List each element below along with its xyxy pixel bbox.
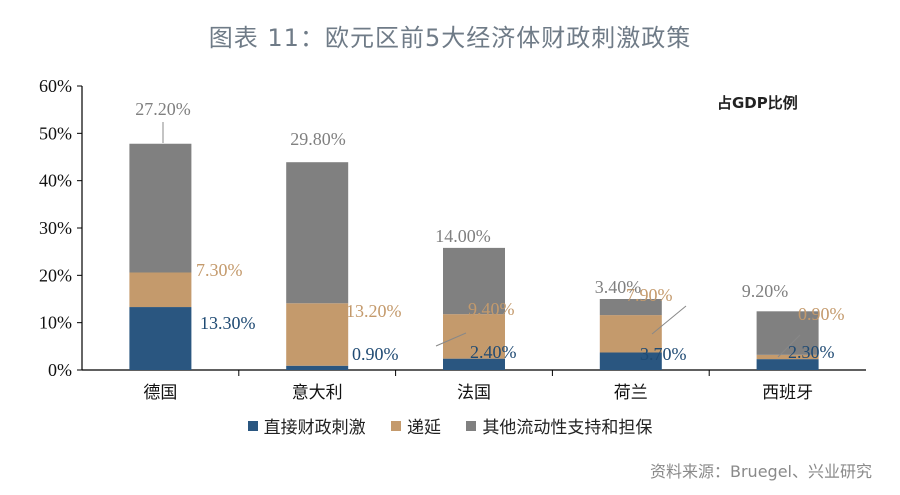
data-label: 2.30% (788, 342, 835, 362)
legend-swatch-direct (247, 420, 258, 431)
bar-segment (129, 272, 192, 308)
data-label: 0.90% (798, 304, 845, 324)
data-label: 7.30% (196, 260, 243, 280)
data-label: 2.40% (470, 342, 517, 362)
data-label: 13.30% (200, 313, 256, 333)
legend-swatch-other (466, 420, 477, 431)
y-tick-label: 30% (39, 218, 72, 238)
data-label: 27.20% (135, 99, 191, 119)
unit-label: 占GDP比例 (717, 94, 798, 112)
legend: 直接财政刺激 递延 其他流动性支持和担保 (0, 413, 900, 438)
bar-segment (443, 247, 505, 315)
bar-segment (599, 315, 662, 353)
bar-segment (443, 358, 505, 370)
category-label: 荷兰 (614, 383, 648, 402)
category-label: 西班牙 (762, 383, 813, 402)
legend-item-direct: 直接财政刺激 (247, 413, 366, 438)
y-tick-label: 50% (39, 123, 72, 143)
data-label: 29.80% (290, 129, 346, 149)
source-note: 资料来源：Bruegel、兴业研究 (650, 462, 872, 481)
data-label: 7.90% (626, 285, 673, 305)
legend-swatch-deferral (391, 420, 401, 431)
bar-segment (129, 143, 192, 273)
data-label: 13.20% (346, 301, 402, 321)
leader-line (435, 332, 467, 347)
stacked-bar-chart: 0% 10% 20% 30% 40% 50% 60% 德国 13.30% 7.30% 27.20% 意… (39, 76, 866, 402)
bar-segment (286, 162, 349, 304)
category-label: 法国 (457, 383, 491, 402)
y-tick-label: 40% (39, 171, 72, 191)
bar-segment (599, 299, 662, 316)
data-label: 9.20% (742, 281, 789, 301)
bar-segment (599, 352, 662, 370)
data-label: 14.00% (435, 226, 491, 246)
category-label: 德国 (143, 383, 177, 402)
y-tick-label: 60% (39, 76, 72, 96)
y-tick-label: 10% (39, 313, 72, 333)
y-tick-label: 0% (48, 360, 72, 380)
legend-item-deferral: 递延 (391, 413, 441, 438)
leader-line (651, 305, 687, 335)
data-label: 0.90% (352, 344, 399, 364)
bar-segment (756, 354, 819, 360)
bar-segment (756, 359, 819, 370)
bar-segment (286, 303, 349, 366)
chart-title: 图表 11：欧元区前5大经济体财政刺激政策 (208, 24, 692, 52)
data-label: 3.70% (640, 344, 687, 364)
data-label: 3.40% (595, 277, 642, 297)
bar-segment (129, 307, 192, 370)
data-label: 9.40% (468, 299, 515, 319)
leader-line (777, 334, 801, 358)
y-tick-label: 20% (39, 265, 72, 285)
category-label: 意大利 (292, 383, 343, 402)
bar-segment (443, 314, 505, 359)
legend-item-other: 其他流动性支持和担保 (466, 413, 652, 438)
bar-segment (286, 365, 349, 370)
